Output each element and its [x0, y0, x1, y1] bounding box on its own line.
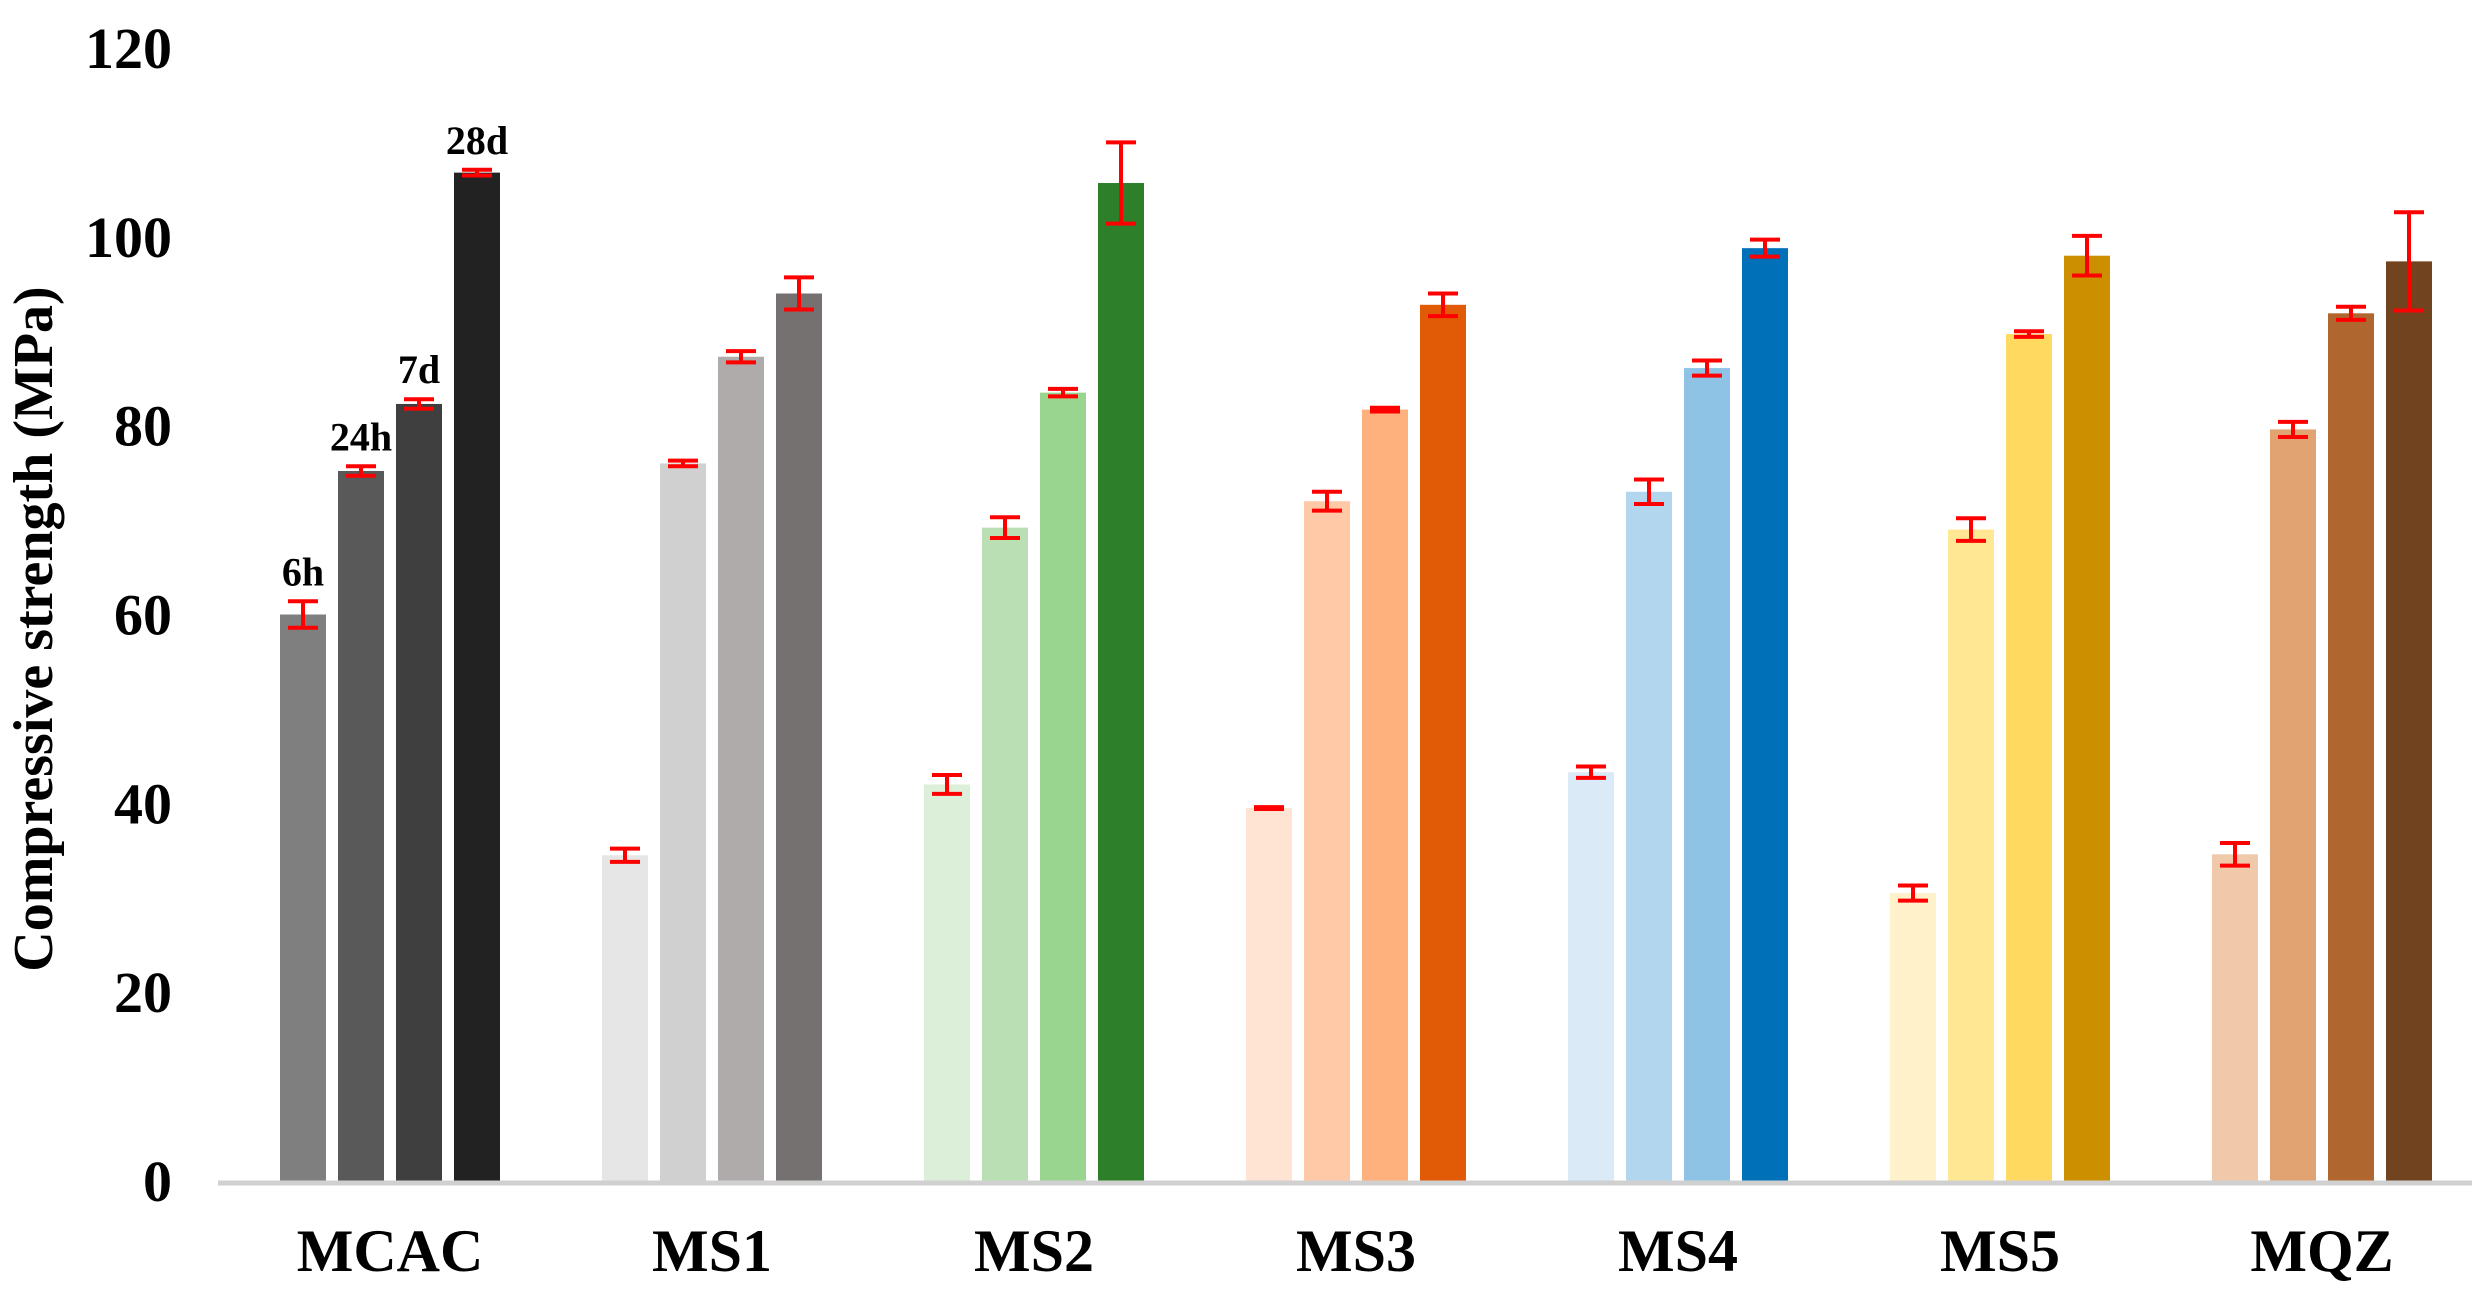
error-bar-ms4-28d [1750, 237, 1780, 259]
bar-mcac-24h [338, 470, 384, 1181]
y-tick-label-80: 80 [114, 394, 172, 459]
error-bar-ms1-6h [610, 846, 640, 864]
x-category-label-ms5: MS5 [1940, 1218, 2060, 1284]
bar-mqz-6h [2212, 854, 2258, 1181]
data-label-28d: 28d [446, 118, 508, 163]
error-bar-mqz-28d [2394, 210, 2424, 313]
data-label-6h: 6h [282, 549, 324, 594]
axis-layer: 0 20 40 60 80 100 120 MCAC MS1 MS2 MS3 MS4 MS5 MQZ [85, 16, 2472, 1284]
y-tick-label-60: 60 [114, 583, 172, 648]
error-bar-ms3-6h [1254, 805, 1284, 811]
x-category-label-ms1: MS1 [652, 1218, 772, 1284]
error-bar-ms4-7d [1692, 358, 1722, 378]
bar-ms3-7d [1362, 409, 1408, 1181]
error-bars-layer [288, 140, 2424, 903]
error-bar-ms1-24h [668, 458, 698, 469]
bar-ms2-24h [982, 527, 1028, 1181]
error-bar-ms1-7d [726, 349, 756, 365]
error-bar-ms5-6h [1898, 883, 1928, 903]
bar-ms1-6h [602, 855, 648, 1181]
error-bar-mqz-24h [2278, 419, 2308, 439]
y-tick-label-100: 100 [85, 205, 172, 270]
bar-ms1-28d [776, 293, 822, 1181]
error-bar-mqz-6h [2220, 840, 2250, 868]
data-label-7d: 7d [398, 347, 440, 392]
bar-ms4-24h [1626, 491, 1672, 1182]
x-category-label-mcac: MCAC [297, 1218, 484, 1284]
error-bar-ms5-7d [2014, 329, 2044, 339]
error-bar-mcac-7d [404, 397, 434, 411]
y-tick-label-20: 20 [114, 960, 172, 1025]
error-bar-ms2-6h [932, 773, 962, 796]
bar-ms5-7d [2006, 334, 2052, 1181]
bar-ms3-28d [1420, 304, 1466, 1181]
bar-ms5-28d [2064, 255, 2110, 1181]
bar-ms1-24h [660, 463, 706, 1181]
x-category-label-ms4: MS4 [1618, 1218, 1738, 1284]
bar-ms5-24h [1948, 529, 1994, 1181]
bar-ms4-28d [1742, 248, 1788, 1181]
error-bar-ms1-28d [784, 275, 814, 312]
error-bar-ms5-24h [1956, 516, 1986, 543]
bar-mqz-7d [2328, 313, 2374, 1182]
bar-ms4-7d [1684, 368, 1730, 1181]
error-bar-ms4-6h [1576, 764, 1606, 780]
error-bar-ms4-24h [1634, 477, 1664, 507]
bar-ms5-6h [1890, 893, 1936, 1181]
bar-ms4-6h [1568, 772, 1614, 1181]
error-bar-ms3-7d [1370, 405, 1400, 414]
bar-ms3-24h [1304, 501, 1350, 1181]
bar-mqz-24h [2270, 429, 2316, 1181]
bars-layer [280, 172, 2432, 1182]
bar-ms2-7d [1040, 392, 1086, 1181]
error-bar-mcac-6h [288, 599, 318, 630]
bar-ms2-28d [1098, 183, 1144, 1181]
error-bar-ms3-24h [1312, 489, 1342, 513]
y-tick-label-40: 40 [114, 771, 172, 836]
error-bar-ms5-28d [2072, 233, 2102, 278]
error-bar-ms2-24h [990, 515, 1020, 541]
bar-mcac-7d [396, 403, 442, 1182]
error-bar-mqz-7d [2336, 304, 2366, 322]
y-tick-label-0: 0 [143, 1149, 172, 1214]
bar-ms1-7d [718, 356, 764, 1181]
bar-mcac-6h [280, 614, 326, 1181]
error-bar-mcac-28d [462, 167, 492, 178]
x-category-label-ms3: MS3 [1296, 1218, 1416, 1284]
y-tick-label-120: 120 [85, 16, 172, 81]
bar-mqz-28d [2386, 261, 2432, 1181]
bar-ms2-6h [924, 784, 970, 1181]
y-axis-title: Compressive strength (MPa) [3, 286, 65, 971]
error-bar-ms3-28d [1428, 291, 1458, 319]
data-label-24h: 24h [330, 414, 392, 459]
bar-ms3-6h [1246, 808, 1292, 1181]
error-bar-ms2-7d [1048, 386, 1078, 399]
bar-mcac-28d [454, 172, 500, 1181]
x-category-label-mqz: MQZ [2250, 1218, 2393, 1284]
x-category-label-ms2: MS2 [974, 1218, 1094, 1284]
error-bar-ms2-28d [1106, 140, 1136, 226]
error-bar-mcac-24h [346, 464, 376, 478]
